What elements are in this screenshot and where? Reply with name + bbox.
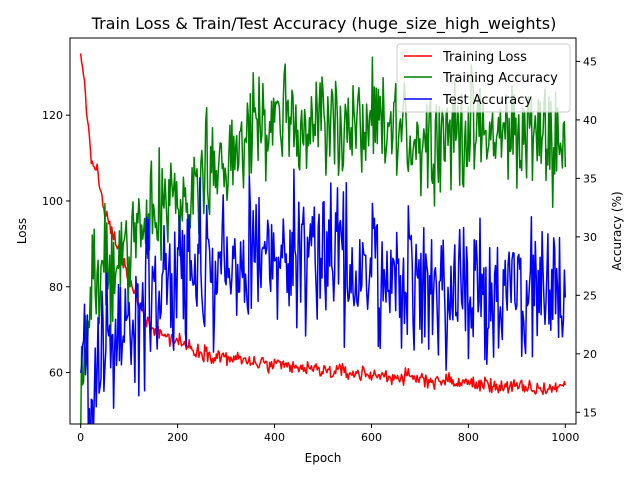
- x-tick-label: 800: [458, 431, 479, 444]
- x-tick-label: 400: [264, 431, 285, 444]
- y-tick-label: 100: [42, 195, 63, 208]
- series-line-test-accuracy: [79, 168, 567, 424]
- legend-label-training-loss: Training Loss: [442, 50, 527, 65]
- chart-title: Train Loss & Train/Test Accuracy (huge_s…: [91, 14, 557, 34]
- y2-tick-label: 45: [583, 55, 597, 68]
- legend: Training Loss Training Accuracy Test Acc…: [396, 43, 571, 113]
- y-axis-right: 15 20 25 30 35 40 45: [576, 55, 597, 419]
- y2-tick-label: 20: [583, 348, 597, 361]
- y-axis-label: Loss: [15, 218, 29, 244]
- y-tick-label: 60: [49, 367, 63, 380]
- y2-tick-label: 15: [583, 406, 597, 419]
- x-tick-label: 1000: [551, 431, 579, 444]
- x-tick-label: 0: [77, 431, 84, 444]
- y2-axis-label: Accuracy (%): [610, 191, 624, 270]
- y2-tick-label: 40: [583, 114, 597, 127]
- x-axis: 0 200 400 600 800 1000: [77, 424, 579, 444]
- x-tick-label: 600: [361, 431, 382, 444]
- plot-frame: [69, 37, 577, 425]
- y-tick-label: 120: [42, 109, 63, 122]
- y2-tick-label: 35: [583, 172, 597, 185]
- x-tick-label: 200: [167, 431, 188, 444]
- legend-box: [396, 43, 571, 113]
- y2-tick-label: 25: [583, 289, 597, 302]
- series-layer: [79, 53, 567, 424]
- y2-tick-label: 30: [583, 231, 597, 244]
- x-axis-label: Epoch: [305, 451, 342, 465]
- series-line-training-accuracy: [80, 56, 567, 424]
- legend-label-test-accuracy: Test Accuracy: [442, 93, 532, 108]
- y-tick-label: 80: [49, 281, 63, 294]
- series-line-training-loss: [79, 53, 567, 396]
- legend-label-training-accuracy: Training Accuracy: [442, 71, 558, 86]
- y-axis-left: 60 80 100 120: [42, 109, 70, 380]
